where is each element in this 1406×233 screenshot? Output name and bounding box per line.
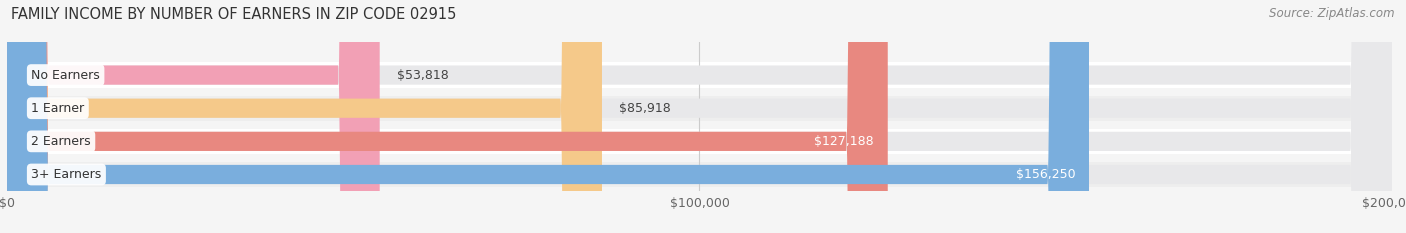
FancyBboxPatch shape (7, 0, 1392, 233)
FancyBboxPatch shape (7, 0, 1392, 233)
Text: 1 Earner: 1 Earner (31, 102, 84, 115)
FancyBboxPatch shape (7, 0, 1392, 233)
Text: $85,918: $85,918 (619, 102, 671, 115)
FancyBboxPatch shape (7, 162, 1392, 187)
FancyBboxPatch shape (7, 62, 1392, 88)
Text: 3+ Earners: 3+ Earners (31, 168, 101, 181)
FancyBboxPatch shape (7, 129, 1392, 154)
FancyBboxPatch shape (7, 0, 1090, 233)
Text: $53,818: $53,818 (396, 69, 449, 82)
Text: $156,250: $156,250 (1015, 168, 1076, 181)
Text: $127,188: $127,188 (814, 135, 875, 148)
FancyBboxPatch shape (7, 0, 887, 233)
FancyBboxPatch shape (7, 0, 380, 233)
Text: No Earners: No Earners (31, 69, 100, 82)
Text: FAMILY INCOME BY NUMBER OF EARNERS IN ZIP CODE 02915: FAMILY INCOME BY NUMBER OF EARNERS IN ZI… (11, 7, 457, 22)
FancyBboxPatch shape (7, 96, 1392, 121)
FancyBboxPatch shape (7, 0, 1392, 233)
Text: 2 Earners: 2 Earners (31, 135, 91, 148)
Text: Source: ZipAtlas.com: Source: ZipAtlas.com (1270, 7, 1395, 20)
FancyBboxPatch shape (7, 0, 602, 233)
